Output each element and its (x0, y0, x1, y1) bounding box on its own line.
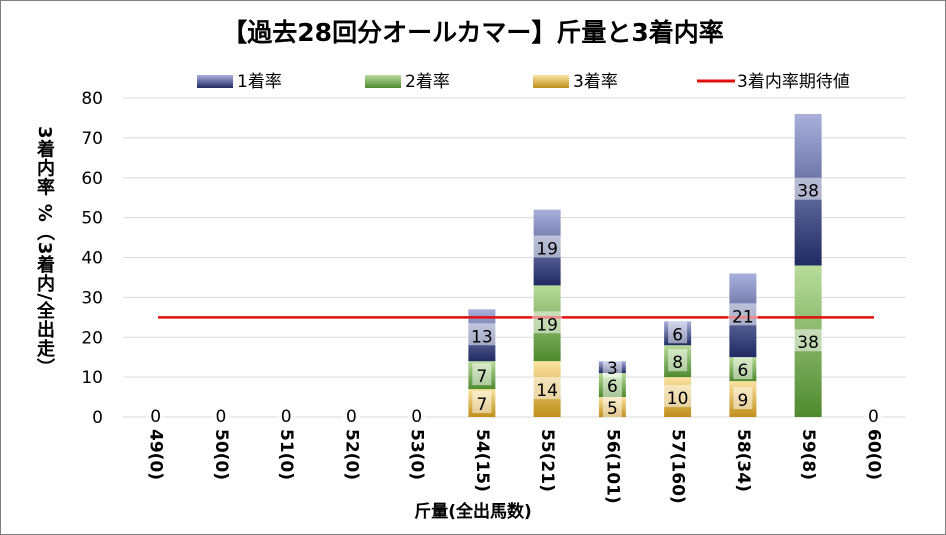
legend-swatch (365, 75, 401, 88)
data-label: 5 (607, 399, 618, 419)
y-tick-label: 50 (81, 209, 103, 229)
data-label: 7 (476, 367, 487, 387)
data-label-bg (211, 403, 231, 425)
data-label: 38 (797, 333, 819, 353)
data-label: 0 (346, 407, 357, 427)
legend-swatch (197, 75, 233, 88)
data-label: 0 (411, 407, 422, 427)
x-tick-label: 59(8) (798, 429, 818, 480)
y-tick-label: 0 (92, 408, 103, 428)
data-label: 6 (607, 377, 618, 397)
data-label-bg (602, 355, 622, 378)
y-tick-label: 20 (81, 328, 103, 348)
x-tick-label: 52(0) (341, 429, 361, 480)
legend-label: 2着率 (405, 72, 450, 92)
x-tick-label: 50(0) (211, 429, 231, 480)
data-label: 9 (737, 391, 748, 411)
legend-label: 1着率 (237, 72, 282, 92)
data-label-bg (146, 403, 166, 425)
x-tick-label: 53(0) (407, 429, 427, 480)
data-label: 6 (672, 325, 683, 345)
data-label: 14 (536, 381, 558, 401)
data-label: 19 (536, 315, 558, 335)
data-label-bg (793, 329, 824, 352)
x-tick-label: 51(0) (276, 429, 296, 480)
y-tick-label: 40 (81, 249, 103, 269)
legend-label: 3着率 (573, 72, 618, 92)
y-tick-label: 30 (81, 288, 103, 308)
data-label: 0 (215, 407, 226, 427)
x-tick-label: 54(15) (472, 429, 492, 492)
data-label-bg (472, 391, 492, 414)
data-label-bg (466, 323, 497, 346)
data-label-bg (727, 303, 758, 326)
data-label-bg (602, 395, 622, 418)
data-label-bg (532, 377, 563, 400)
data-label: 21 (732, 307, 754, 327)
x-tick-label: 58(34) (733, 429, 753, 492)
data-label: 10 (667, 389, 689, 409)
data-label-bg (668, 321, 688, 344)
y-tick-label: 10 (81, 368, 103, 388)
data-label-bg (532, 311, 563, 334)
data-label: 38 (797, 182, 819, 202)
data-label-bg (733, 387, 753, 410)
y-tick-label: 60 (81, 169, 103, 189)
data-label: 19 (536, 240, 558, 260)
data-label-bg (276, 403, 296, 425)
legend-swatch (533, 75, 569, 88)
y-tick-label: 70 (81, 129, 103, 149)
data-label: 6 (737, 361, 748, 381)
data-label-bg (407, 403, 427, 425)
legend-label: 3着内率期待値 (737, 72, 850, 92)
data-label: 7 (476, 395, 487, 415)
x-tick-label: 49(0) (146, 429, 166, 480)
x-axis-label: 斤量(全出馬数) (414, 502, 532, 522)
x-tick-label: 55(21) (537, 429, 557, 492)
data-label: 0 (150, 407, 161, 427)
data-label: 0 (281, 407, 292, 427)
data-label-bg (341, 403, 361, 425)
data-label-bg (668, 349, 688, 372)
x-tick-label: 60(0) (863, 429, 883, 480)
data-label: 0 (868, 407, 879, 427)
x-tick-label: 56(101) (602, 429, 622, 504)
data-label-bg (472, 363, 492, 386)
data-label-bg (662, 385, 693, 408)
data-label: 13 (471, 327, 493, 347)
data-label-bg (532, 235, 563, 258)
y-tick-label: 80 (81, 89, 103, 109)
data-label-bg (863, 403, 883, 425)
data-label-bg (793, 177, 824, 200)
y-axis-label: 3着内率 %（3着内/全出走） (34, 126, 55, 377)
data-label-bg (602, 373, 622, 396)
x-tick-label: 57(160) (668, 429, 688, 504)
data-label: 3 (607, 359, 618, 379)
chart-title: 【過去28回分オールカマー】斤量と3着内率 (222, 18, 724, 47)
data-label-bg (733, 357, 753, 380)
data-label: 8 (672, 353, 683, 373)
